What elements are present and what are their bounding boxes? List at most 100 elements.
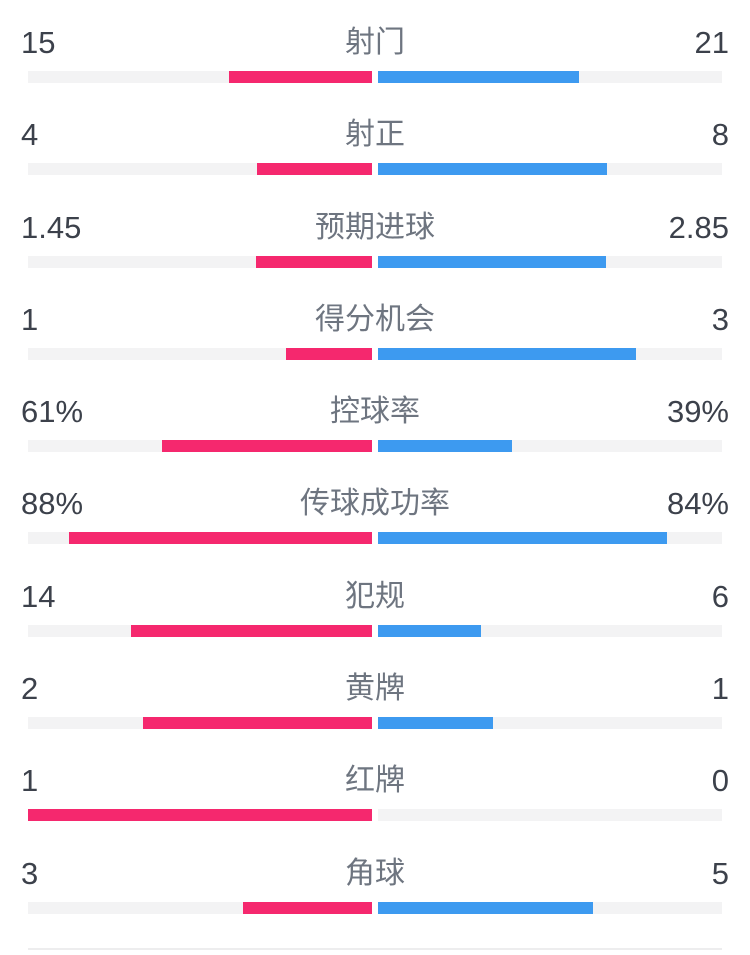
stat-row: 1 红牌 0 <box>0 751 750 843</box>
home-value: 3 <box>21 855 39 891</box>
home-bar-track <box>28 809 372 822</box>
stat-row-labels: 15 射门 21 <box>0 25 750 61</box>
home-bar-track <box>28 532 372 545</box>
home-value: 88% <box>21 486 84 522</box>
away-bar-fill <box>378 440 513 453</box>
stat-row-labels: 3 角球 5 <box>0 856 750 892</box>
away-bar-fill <box>378 624 482 637</box>
stat-rows-list: 15 射门 21 4 射正 8 1. <box>0 13 750 936</box>
home-bar-track <box>28 163 372 176</box>
stat-row-labels: 2 黄牌 1 <box>0 671 750 707</box>
match-stats-panel: 15 射门 21 4 射正 8 1. <box>0 13 750 936</box>
home-bar-track <box>28 71 372 83</box>
away-bar-track <box>378 255 722 268</box>
away-bar-fill <box>378 255 606 268</box>
stat-bar <box>28 71 722 83</box>
stat-row: 2 黄牌 1 <box>0 659 750 751</box>
stat-label: 射门 <box>345 26 405 59</box>
away-bar-fill <box>378 901 593 914</box>
away-value: 21 <box>694 25 729 60</box>
stat-bar <box>28 717 722 730</box>
home-value: 1 <box>21 763 39 799</box>
away-bar-fill <box>378 717 493 730</box>
stat-label: 传球成功率 <box>300 487 450 521</box>
away-value: 84% <box>666 486 729 522</box>
away-bar-track <box>378 347 722 360</box>
home-value: 1.45 <box>21 209 82 245</box>
stat-bar <box>28 809 722 822</box>
away-value: 2.85 <box>668 209 729 245</box>
home-value: 15 <box>21 25 56 60</box>
away-bar-track <box>378 624 722 637</box>
home-bar-track <box>28 717 372 730</box>
home-bar-track <box>28 255 372 268</box>
home-bar-fill <box>162 440 372 453</box>
away-bar-track <box>378 809 722 822</box>
away-value: 1 <box>711 671 729 707</box>
home-bar-fill <box>142 717 372 730</box>
home-bar-fill <box>228 71 372 83</box>
home-bar-track <box>28 440 372 453</box>
away-value: 0 <box>711 763 729 799</box>
stat-label: 角球 <box>345 856 405 890</box>
home-value: 4 <box>21 117 39 153</box>
away-bar-track <box>378 440 722 453</box>
stat-row: 15 射门 21 <box>0 13 750 105</box>
away-value: 39% <box>666 394 729 430</box>
home-value: 1 <box>21 301 39 337</box>
away-bar-fill <box>378 347 636 360</box>
away-value: 6 <box>711 578 729 614</box>
away-bar-fill <box>378 163 608 176</box>
home-bar-fill <box>257 163 372 176</box>
stat-bar <box>28 163 722 176</box>
stat-bar <box>28 255 722 268</box>
stat-row: 3 角球 5 <box>0 844 750 936</box>
stat-bar <box>28 440 722 453</box>
away-bar-track <box>378 717 722 730</box>
stat-bar <box>28 532 722 545</box>
stat-row-labels: 88% 传球成功率 84% <box>0 486 750 522</box>
stat-row-labels: 14 犯规 6 <box>0 579 750 615</box>
stat-bar <box>28 901 722 914</box>
home-bar-fill <box>286 347 372 360</box>
stat-row-labels: 1 得分机会 3 <box>0 302 750 338</box>
home-bar-track <box>28 624 372 637</box>
stat-row: 1 得分机会 3 <box>0 290 750 382</box>
stat-row-labels: 1 红牌 0 <box>0 763 750 799</box>
away-value: 3 <box>711 301 729 337</box>
stat-bar <box>28 624 722 637</box>
stat-label: 红牌 <box>345 764 405 798</box>
home-bar-fill <box>243 901 372 914</box>
stat-label: 得分机会 <box>315 302 435 336</box>
away-bar-track <box>378 901 722 914</box>
home-bar-fill <box>28 809 372 822</box>
stat-row: 4 射正 8 <box>0 105 750 197</box>
stat-label: 犯规 <box>345 579 405 613</box>
stat-row-labels: 1.45 预期进球 2.85 <box>0 210 750 246</box>
stat-label: 控球率 <box>330 395 420 429</box>
stat-row: 88% 传球成功率 84% <box>0 474 750 566</box>
away-bar-fill <box>378 532 667 545</box>
away-value: 5 <box>711 855 729 891</box>
home-value: 14 <box>21 578 56 614</box>
away-value: 8 <box>711 117 729 153</box>
home-bar-fill <box>131 624 372 637</box>
stat-row-labels: 4 射正 8 <box>0 117 750 153</box>
stat-bar <box>28 347 722 360</box>
away-bar-track <box>378 163 722 176</box>
home-value: 61% <box>21 394 84 430</box>
stat-label: 黄牌 <box>345 672 405 706</box>
home-bar-fill <box>256 255 372 268</box>
stat-label: 预期进球 <box>315 210 435 244</box>
stat-row: 61% 控球率 39% <box>0 382 750 474</box>
away-bar-track <box>378 71 722 83</box>
home-value: 2 <box>21 671 39 707</box>
home-bar-track <box>28 347 372 360</box>
stat-row-labels: 61% 控球率 39% <box>0 394 750 430</box>
stat-row: 1.45 预期进球 2.85 <box>0 198 750 290</box>
stat-label: 射正 <box>345 118 405 152</box>
bottom-divider <box>28 948 722 950</box>
away-bar-fill <box>378 71 579 83</box>
home-bar-fill <box>69 532 372 545</box>
stat-row: 14 犯规 6 <box>0 567 750 659</box>
